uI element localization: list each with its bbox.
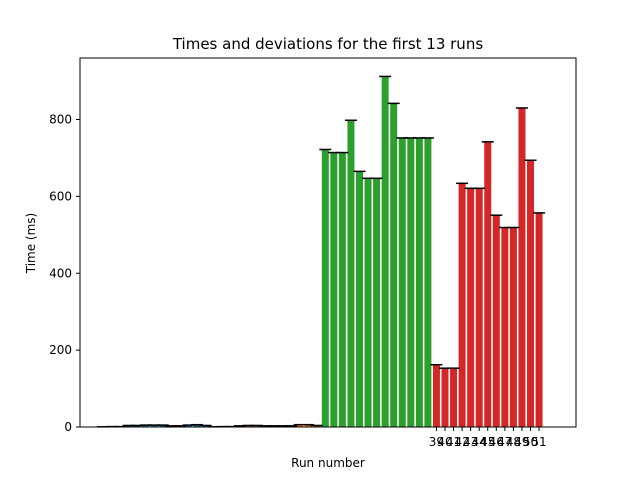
bar <box>432 364 440 427</box>
bar <box>159 425 167 427</box>
bar <box>484 141 492 428</box>
bar <box>509 227 517 427</box>
x-tick-label: 47 <box>497 435 512 449</box>
y-tick-label: 600 <box>49 189 72 203</box>
bar <box>244 425 252 427</box>
x-axis-label: Run number <box>291 456 365 470</box>
x-tick-label: 51 <box>531 435 546 449</box>
bar <box>424 137 432 427</box>
bar <box>441 368 449 427</box>
bar <box>356 171 363 427</box>
bar <box>330 152 338 427</box>
x-tick-label: 39 <box>429 435 444 449</box>
bar <box>296 424 304 427</box>
bar <box>527 160 534 428</box>
bar <box>518 107 526 427</box>
bars-group <box>99 76 543 428</box>
x-tick-label: 40 <box>437 435 452 449</box>
y-tick-label: 200 <box>49 343 72 357</box>
bar <box>381 76 389 427</box>
bar <box>304 424 312 427</box>
x-tick-label: 49 <box>514 435 529 449</box>
bar <box>202 425 210 427</box>
chart-title: Times and deviations for the first 13 ru… <box>172 35 483 53</box>
bar <box>467 188 475 427</box>
bar <box>407 137 415 427</box>
bar <box>338 152 346 427</box>
bar <box>373 178 381 427</box>
x-tick-label: 42 <box>454 435 469 449</box>
y-axis-label: Time (ms) <box>24 213 38 275</box>
bar <box>142 425 150 427</box>
plot-frame <box>79 57 577 428</box>
x-tick-label: 46 <box>489 435 504 449</box>
bar <box>185 425 192 427</box>
x-tick-label: 41 <box>446 435 461 449</box>
bar <box>475 188 483 427</box>
x-tick-label: 44 <box>472 435 487 449</box>
y-tick-label: 800 <box>49 113 72 127</box>
y-tick-label: 0 <box>64 420 72 434</box>
bar <box>347 120 355 428</box>
bar <box>125 425 133 427</box>
bar <box>253 425 261 427</box>
bar <box>535 212 543 427</box>
bar <box>364 178 372 427</box>
bar <box>150 425 158 427</box>
bar <box>450 368 458 427</box>
y-tick-label: 400 <box>49 266 72 280</box>
x-tick-label: 48 <box>506 435 521 449</box>
bar <box>313 425 321 427</box>
bar <box>492 215 500 427</box>
x-tick-label: 43 <box>463 435 478 449</box>
bar <box>458 183 466 427</box>
bar <box>501 227 509 427</box>
bar <box>390 103 398 428</box>
x-tick-label: 50 <box>523 435 538 449</box>
bar <box>398 137 406 427</box>
bar <box>415 137 423 427</box>
bar <box>133 425 141 427</box>
bar <box>193 424 201 427</box>
x-tick-label: 45 <box>480 435 495 449</box>
y-axis: 0 200 400 600 800 <box>49 113 80 434</box>
bar <box>321 149 329 428</box>
